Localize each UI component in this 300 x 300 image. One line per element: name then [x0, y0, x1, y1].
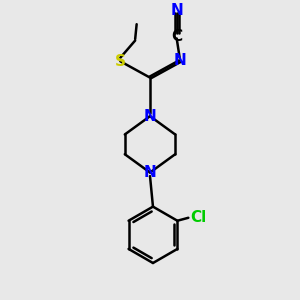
Text: N: N — [144, 109, 156, 124]
Text: Cl: Cl — [190, 210, 206, 225]
Text: S: S — [115, 54, 126, 69]
Text: N: N — [170, 3, 183, 18]
Text: N: N — [174, 53, 187, 68]
Text: N: N — [144, 165, 156, 180]
Text: C: C — [171, 28, 182, 44]
